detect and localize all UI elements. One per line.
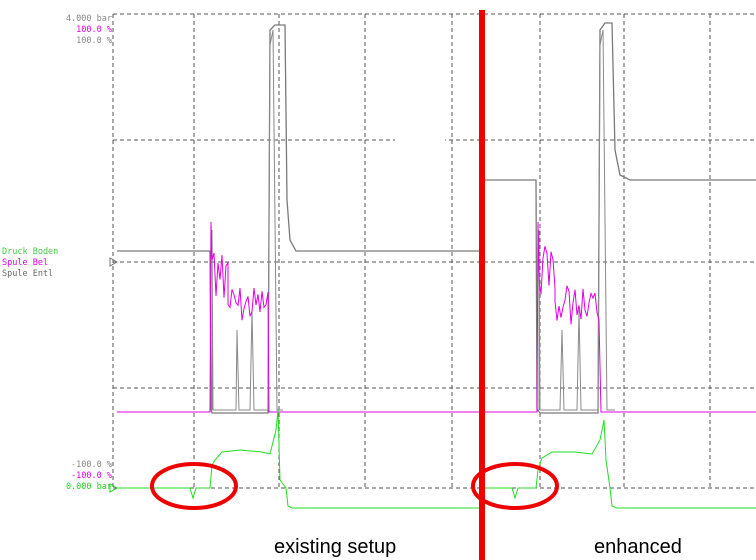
trace-spule-bel-existing (117, 221, 482, 413)
trace-druck-boden-enhanced (482, 22, 756, 414)
legend-spule-entl: Spule Entl (2, 269, 53, 279)
scale-top-entl: 100.0 % (76, 36, 112, 46)
highlight-ellipse-enhanced (471, 462, 559, 510)
legend-spule-bel: Spule Bel (2, 258, 48, 268)
trace-spule-bel-enhanced (482, 221, 756, 413)
caption-enhanced: enhanced (594, 536, 682, 558)
trace-druck-boden-existing (117, 24, 482, 414)
trace-spule-entl-existing (211, 29, 283, 411)
scale-bottom-entl: -100.0 % (71, 460, 112, 470)
scale-top-bar: 4.000 bar (66, 14, 112, 24)
trace-valve-existing (117, 409, 482, 509)
scale-bottom-bar: 0.000 bar (66, 482, 112, 492)
scale-bottom-bel: -100.0 % (71, 471, 112, 481)
grid (112, 13, 756, 489)
trace-spule-entl-enhanced (538, 29, 615, 411)
blank-patch (395, 120, 445, 180)
highlight-ellipse-existing (150, 462, 238, 510)
channel-marker-arrow (109, 257, 119, 267)
blank-patch (715, 70, 756, 130)
trace-valve-enhanced (482, 419, 756, 509)
legend-druck-boden: Druck Boden (2, 247, 58, 257)
scale-top-bel: 100.0 % (76, 25, 112, 35)
channel-marker-arrow (109, 483, 119, 493)
caption-existing-setup: existing setup (274, 536, 396, 558)
